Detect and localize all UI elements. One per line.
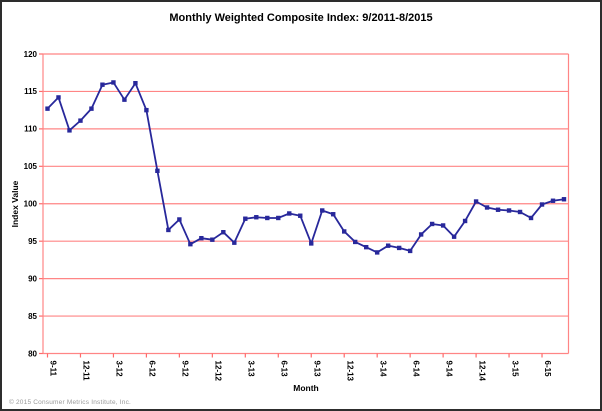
- data-point-marker: [199, 235, 204, 241]
- data-point-marker: [462, 218, 468, 224]
- y-tick-label: 105: [24, 162, 38, 171]
- data-point-marker: [550, 198, 556, 203]
- x-tick-label: 6-14: [411, 361, 420, 378]
- data-point-marker: [265, 215, 270, 221]
- data-point-marker: [276, 215, 281, 221]
- y-tick-label: 100: [24, 200, 38, 209]
- data-point-marker: [210, 237, 215, 242]
- copyright-footer: © 2015 Consumer Metrics Institute, Inc.: [9, 399, 132, 406]
- data-point-marker: [374, 250, 380, 255]
- data-point-marker: [517, 209, 523, 215]
- x-tick-label: 12-11: [82, 361, 91, 382]
- x-tick-label: 3-13: [247, 361, 256, 378]
- data-point-marker: [353, 239, 358, 245]
- data-point-marker: [232, 240, 237, 245]
- series-line: [46, 81, 565, 254]
- y-tick-label: 115: [24, 87, 37, 96]
- data-point-marker: [342, 229, 347, 234]
- data-point-marker: [440, 223, 446, 228]
- data-point-marker: [122, 97, 127, 102]
- x-tick-label: 9-13: [312, 361, 321, 378]
- y-tick-label: 85: [28, 312, 37, 321]
- data-point-marker: [320, 208, 325, 213]
- data-point-marker: [484, 205, 490, 210]
- data-point-marker: [407, 248, 413, 254]
- data-point-marker: [177, 217, 182, 222]
- y-tick-label: 110: [24, 125, 37, 134]
- x-tick-label: 3-12: [115, 361, 124, 378]
- x-tick-label: 6-12: [148, 361, 157, 378]
- data-point-marker: [506, 208, 512, 213]
- x-tick-label: 12-13: [345, 361, 354, 382]
- data-point-marker: [418, 232, 424, 237]
- data-point-marker: [100, 82, 105, 87]
- data-point-marker: [363, 244, 369, 250]
- data-point-marker: [243, 216, 248, 221]
- data-point-marker: [89, 106, 94, 111]
- x-tick-label: 9-14: [444, 361, 453, 378]
- x-tick-label: 9-12: [181, 361, 190, 378]
- x-tick-label: 9-11: [49, 361, 58, 377]
- data-point-marker: [254, 215, 259, 220]
- data-point-marker: [396, 245, 402, 251]
- y-tick-label: 90: [28, 274, 37, 283]
- data-point-marker: [221, 230, 226, 235]
- y-tick-label: 120: [24, 50, 38, 59]
- data-point-marker: [309, 241, 314, 246]
- data-point-marker: [56, 95, 61, 100]
- data-point-marker: [539, 202, 545, 207]
- x-tick-label: 3-15: [510, 361, 519, 378]
- data-point-marker: [144, 107, 149, 113]
- x-axis-title: Month: [293, 383, 319, 393]
- data-point-marker: [155, 168, 160, 174]
- data-point-marker: [451, 234, 457, 239]
- data-point-marker: [561, 197, 567, 202]
- x-tick-label: 12-12: [214, 361, 223, 382]
- data-point-marker: [473, 199, 479, 204]
- data-point-marker: [298, 213, 303, 218]
- data-point-marker: [133, 81, 138, 86]
- y-tick-label: 80: [28, 349, 37, 358]
- x-tick-label: 6-15: [543, 361, 552, 378]
- x-tick-label: 12-14: [477, 361, 486, 382]
- data-point-marker: [495, 207, 501, 212]
- data-point-marker: [331, 212, 336, 217]
- data-point-marker: [111, 80, 116, 85]
- data-point-marker: [385, 243, 391, 248]
- data-point-marker: [78, 118, 83, 123]
- data-point-marker: [429, 221, 435, 227]
- data-point-marker: [67, 128, 72, 133]
- chart-title: Monthly Weighted Composite Index: 9/2011…: [169, 12, 433, 24]
- data-point-marker: [528, 215, 534, 221]
- y-tick-label: 95: [28, 237, 37, 246]
- data-point-marker: [166, 227, 171, 233]
- data-point-marker: [287, 211, 292, 216]
- x-tick-label: 3-14: [378, 361, 387, 378]
- x-tick-label: 6-13: [279, 361, 288, 378]
- data-point-marker: [188, 241, 193, 247]
- data-point-marker: [45, 106, 50, 111]
